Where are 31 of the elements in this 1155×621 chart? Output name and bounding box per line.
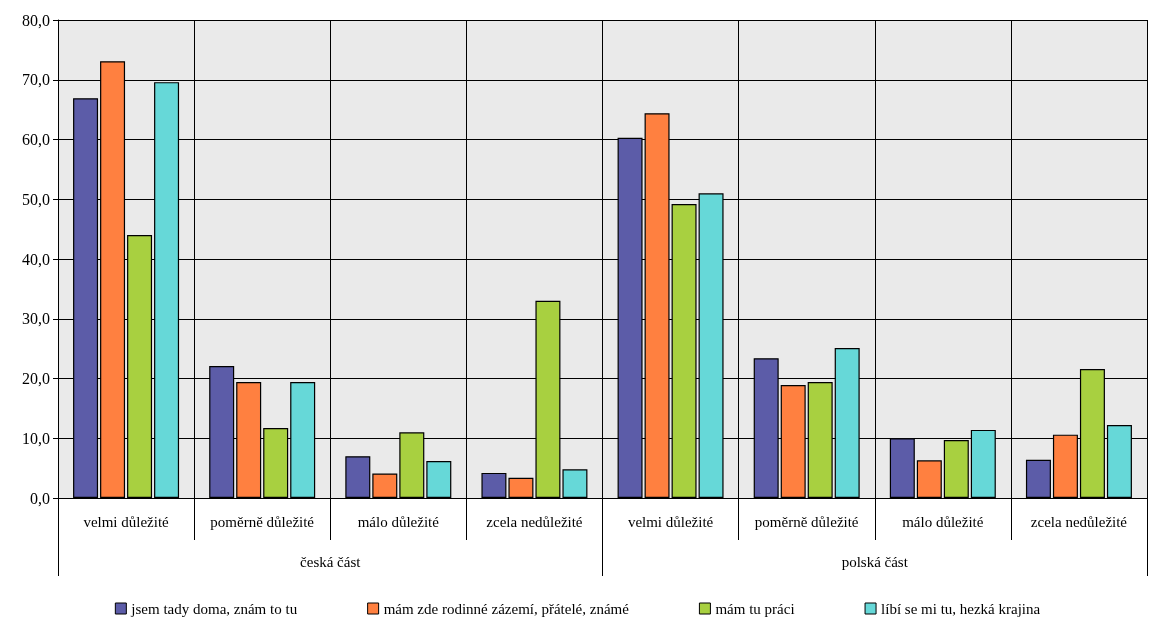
x-tick-label: zcela nedůležité: [1030, 513, 1128, 530]
y-tick-label: 80,0: [22, 11, 50, 29]
y-tick-label: 30,0: [22, 310, 50, 328]
legend-label: jsem tady doma, znám to tu: [130, 600, 298, 617]
text: česká část: [300, 553, 362, 570]
x-tick-label: poměrně důležité: [754, 513, 859, 530]
x-tick-label: velmi důležité: [83, 513, 170, 530]
bar: [1025, 459, 1051, 498]
legend-label: mám tu práci: [715, 600, 795, 617]
bar: [481, 472, 507, 498]
bar: [916, 460, 942, 498]
y-tick-label: 60,0: [22, 131, 50, 148]
y-tick-label: 50,0: [22, 190, 50, 208]
bar: [562, 469, 588, 498]
y-tick-label: 70,0: [22, 71, 50, 89]
bar: [345, 456, 371, 498]
y-tick-label: 20,0: [22, 370, 50, 387]
x-tick-label: málo důležité: [902, 513, 984, 530]
text: polská část: [841, 553, 909, 570]
y-tick-label: 0,0: [30, 489, 50, 507]
legend-label: líbí se mi tu, hezká krajina: [881, 600, 1041, 617]
x-tick-label: poměrně důležité: [210, 513, 315, 530]
bar: [372, 473, 398, 498]
legend-label: mám zde rodinné zázemí, přátelé, známé: [383, 600, 630, 617]
x-tick-label: velmi důležité: [627, 513, 714, 530]
y-tick-label: 40,0: [22, 250, 50, 268]
x-tick-label: zcela nedůležité: [486, 513, 583, 530]
bar: [426, 460, 452, 498]
y-tick-label: 10,0: [22, 429, 50, 447]
x-tick-label: málo důležité: [357, 513, 440, 530]
bar: [508, 477, 534, 498]
